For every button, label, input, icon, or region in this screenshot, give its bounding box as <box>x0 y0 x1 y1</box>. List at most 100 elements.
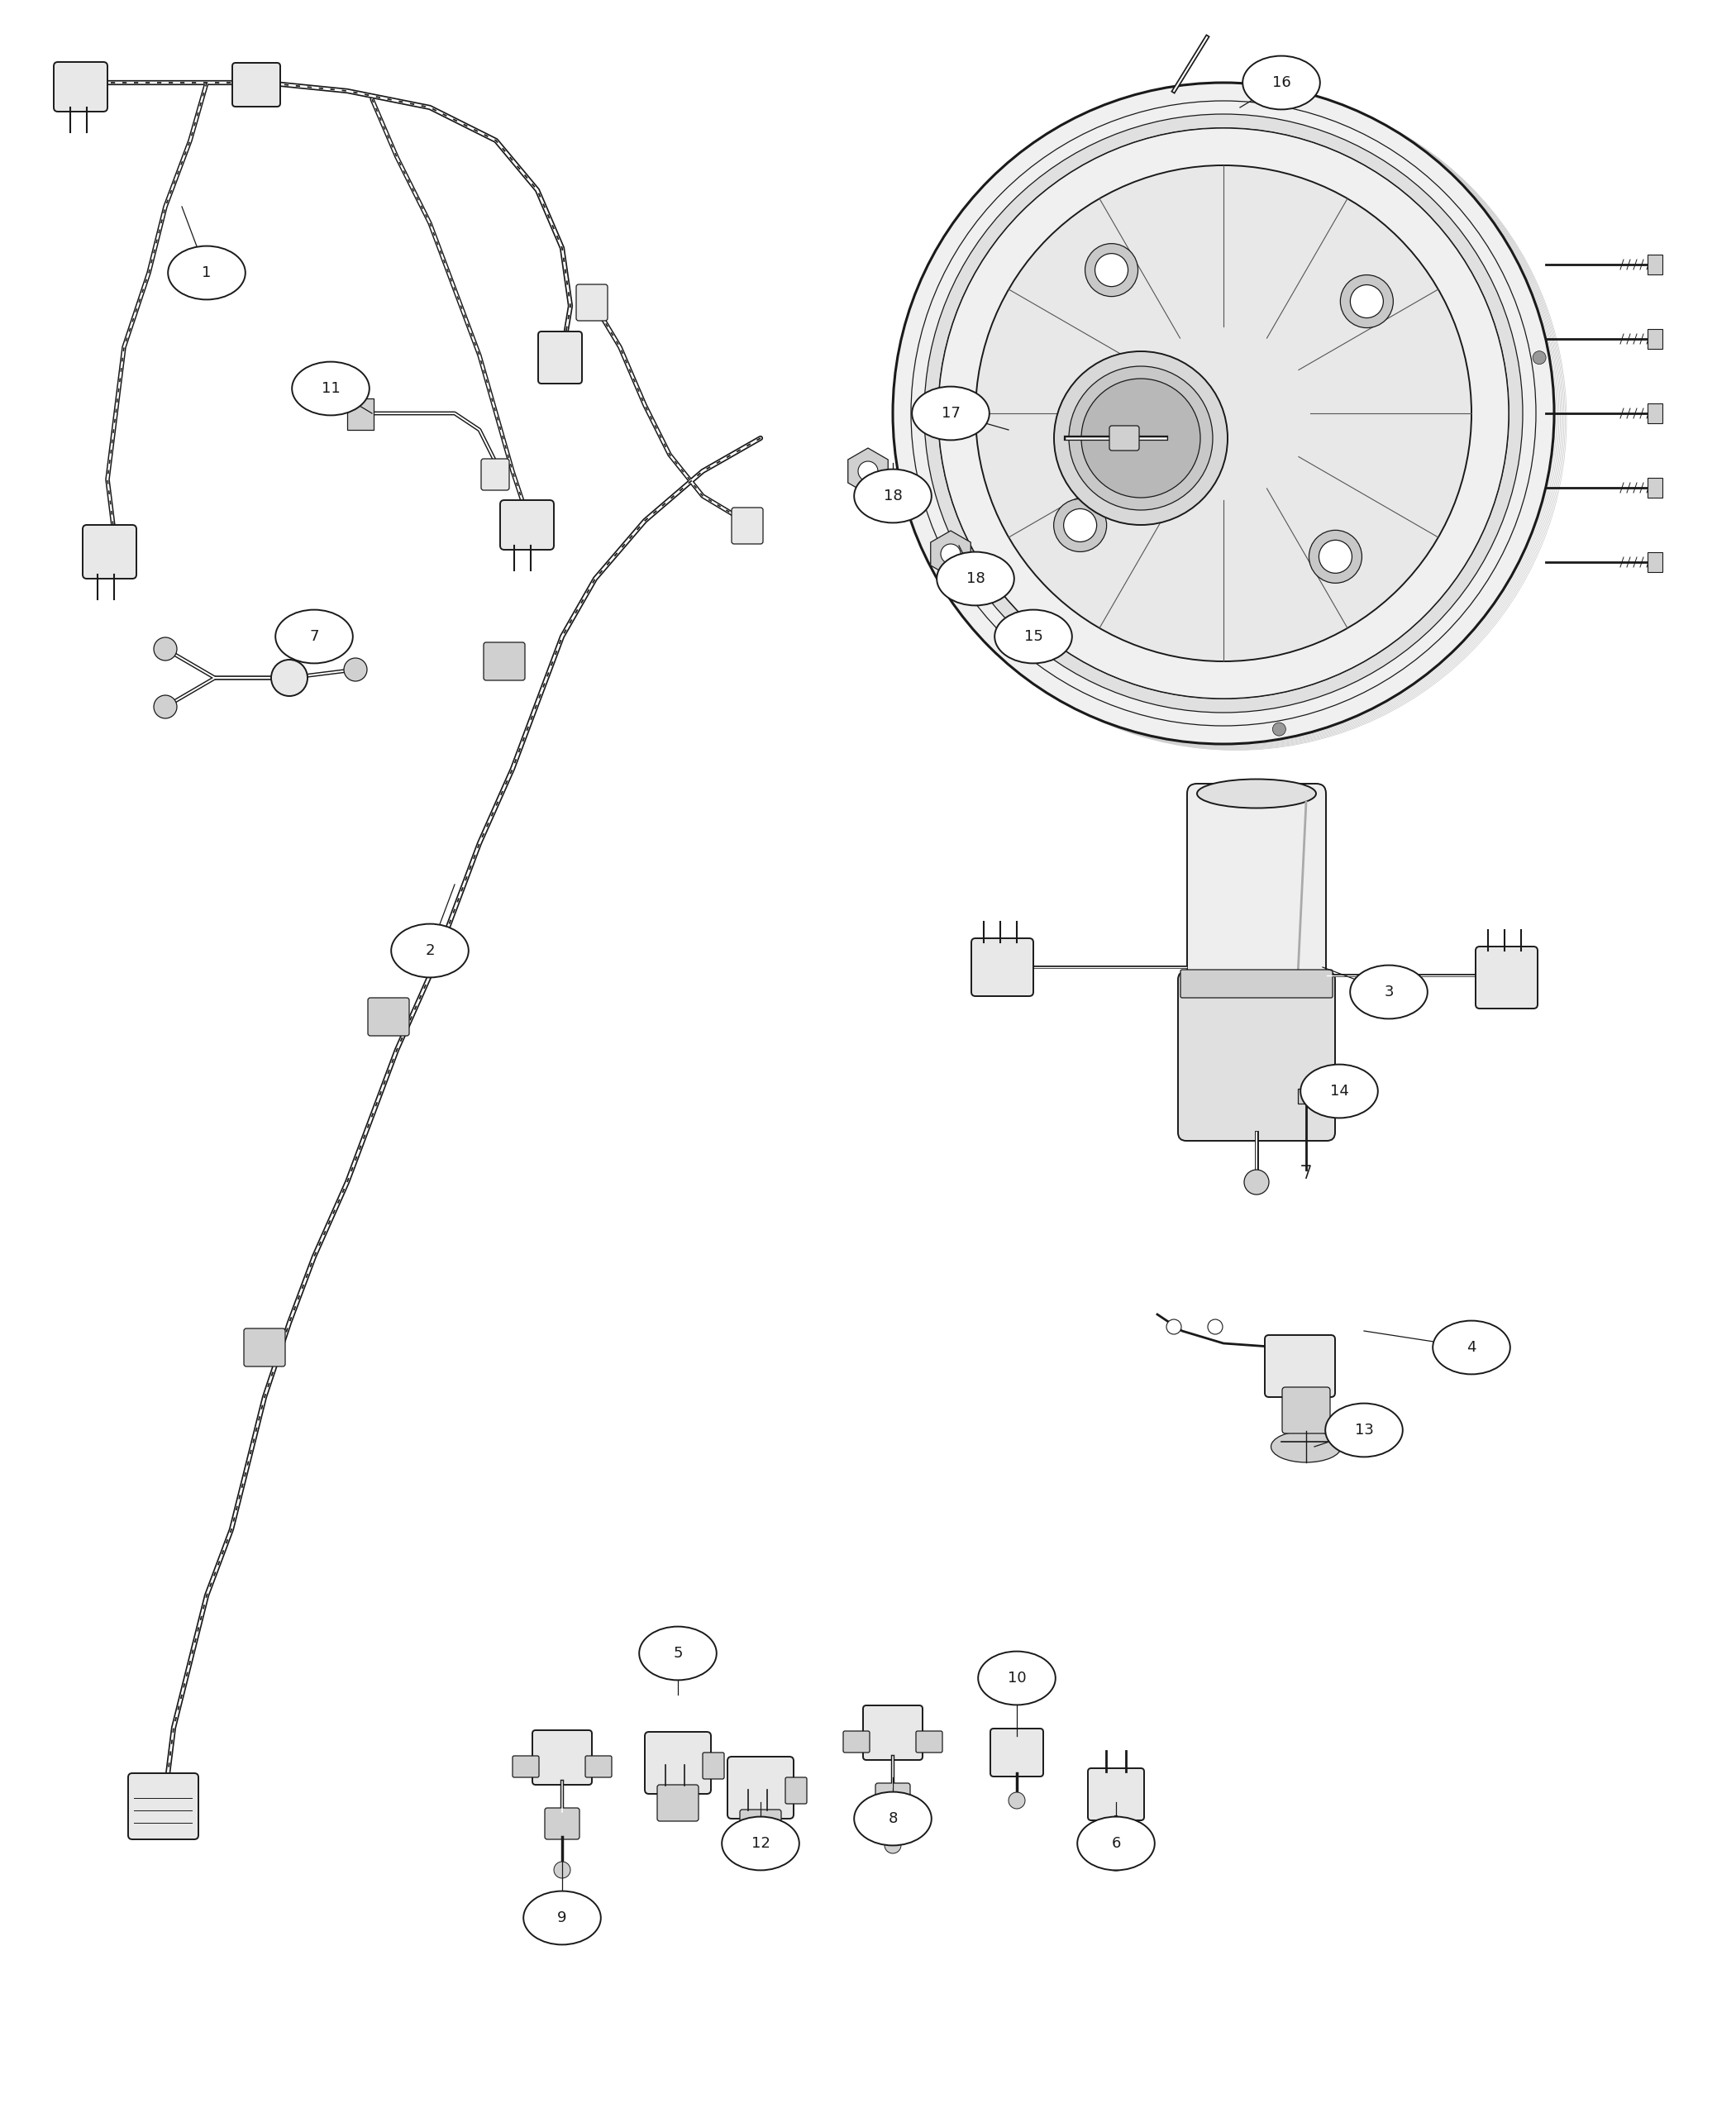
Ellipse shape <box>276 609 352 664</box>
FancyBboxPatch shape <box>785 1777 807 1804</box>
FancyBboxPatch shape <box>727 1756 793 1819</box>
Text: 16: 16 <box>1272 76 1292 91</box>
Ellipse shape <box>911 386 990 441</box>
FancyBboxPatch shape <box>1647 329 1663 348</box>
Ellipse shape <box>722 1817 799 1870</box>
Ellipse shape <box>524 1891 601 1946</box>
Circle shape <box>937 129 1509 698</box>
Text: 5: 5 <box>674 1646 682 1661</box>
Ellipse shape <box>977 1651 1055 1705</box>
Circle shape <box>941 544 960 563</box>
Circle shape <box>344 658 366 681</box>
FancyBboxPatch shape <box>545 1809 580 1840</box>
Circle shape <box>858 462 878 481</box>
FancyBboxPatch shape <box>1266 1334 1335 1398</box>
FancyBboxPatch shape <box>1179 972 1335 1140</box>
FancyBboxPatch shape <box>1088 1769 1144 1821</box>
Ellipse shape <box>995 609 1073 664</box>
Ellipse shape <box>1198 780 1316 807</box>
FancyBboxPatch shape <box>128 1773 198 1840</box>
FancyBboxPatch shape <box>368 997 410 1035</box>
Ellipse shape <box>1432 1322 1510 1374</box>
Circle shape <box>1272 723 1286 736</box>
FancyBboxPatch shape <box>512 1756 538 1777</box>
Text: 2: 2 <box>425 942 434 959</box>
Text: 9: 9 <box>557 1910 568 1925</box>
FancyBboxPatch shape <box>917 1731 943 1752</box>
FancyBboxPatch shape <box>533 1731 592 1785</box>
Text: 12: 12 <box>752 1836 771 1851</box>
Ellipse shape <box>639 1627 717 1680</box>
Ellipse shape <box>854 1792 932 1844</box>
Circle shape <box>1167 1320 1180 1334</box>
Text: 17: 17 <box>941 407 960 422</box>
Circle shape <box>976 164 1472 662</box>
FancyBboxPatch shape <box>1647 552 1663 571</box>
Ellipse shape <box>1104 1853 1128 1870</box>
FancyBboxPatch shape <box>972 938 1033 997</box>
FancyBboxPatch shape <box>347 398 373 430</box>
FancyBboxPatch shape <box>1299 1088 1314 1105</box>
FancyBboxPatch shape <box>481 460 509 491</box>
Polygon shape <box>930 531 970 578</box>
Circle shape <box>892 82 1554 744</box>
Circle shape <box>155 637 177 660</box>
Circle shape <box>1245 1170 1269 1195</box>
Text: 18: 18 <box>965 571 984 586</box>
FancyBboxPatch shape <box>1109 426 1139 451</box>
Ellipse shape <box>391 923 469 978</box>
Circle shape <box>1069 367 1213 510</box>
Text: 13: 13 <box>1354 1423 1373 1438</box>
Circle shape <box>1208 1320 1222 1334</box>
Ellipse shape <box>1351 965 1427 1018</box>
Text: 11: 11 <box>321 382 340 396</box>
Circle shape <box>271 660 307 696</box>
FancyBboxPatch shape <box>1647 479 1663 497</box>
Text: 8: 8 <box>889 1811 898 1826</box>
FancyBboxPatch shape <box>703 1752 724 1779</box>
FancyBboxPatch shape <box>731 508 764 544</box>
Ellipse shape <box>168 247 245 299</box>
Text: 10: 10 <box>1007 1672 1026 1686</box>
FancyBboxPatch shape <box>233 63 279 108</box>
Circle shape <box>1351 285 1384 318</box>
Ellipse shape <box>292 363 370 415</box>
Ellipse shape <box>854 470 932 523</box>
FancyBboxPatch shape <box>1476 946 1538 1008</box>
Circle shape <box>885 1836 901 1853</box>
Circle shape <box>155 696 177 719</box>
Text: 4: 4 <box>1467 1341 1476 1355</box>
Text: 1: 1 <box>201 266 212 280</box>
FancyBboxPatch shape <box>1187 784 1326 993</box>
Text: 3: 3 <box>1384 984 1394 999</box>
Text: 18: 18 <box>884 489 903 504</box>
Ellipse shape <box>1078 1817 1154 1870</box>
FancyBboxPatch shape <box>576 285 608 320</box>
Text: 14: 14 <box>1330 1084 1349 1098</box>
Ellipse shape <box>937 552 1014 605</box>
Circle shape <box>1064 508 1097 542</box>
FancyBboxPatch shape <box>658 1785 698 1821</box>
Polygon shape <box>847 449 889 495</box>
Circle shape <box>1082 379 1200 497</box>
Ellipse shape <box>1271 1431 1342 1463</box>
FancyBboxPatch shape <box>990 1729 1043 1777</box>
Ellipse shape <box>1243 57 1319 110</box>
FancyBboxPatch shape <box>1180 970 1333 997</box>
Circle shape <box>924 114 1522 713</box>
FancyBboxPatch shape <box>243 1328 285 1366</box>
Circle shape <box>1085 245 1139 297</box>
Circle shape <box>554 1861 571 1878</box>
FancyBboxPatch shape <box>54 61 108 112</box>
FancyBboxPatch shape <box>875 1783 910 1815</box>
Text: 6: 6 <box>1111 1836 1121 1851</box>
FancyBboxPatch shape <box>863 1705 922 1760</box>
Circle shape <box>1095 253 1128 287</box>
Circle shape <box>1340 274 1394 329</box>
FancyBboxPatch shape <box>740 1809 781 1847</box>
Circle shape <box>1533 352 1547 365</box>
Text: 7: 7 <box>309 628 319 643</box>
FancyBboxPatch shape <box>1647 255 1663 274</box>
Ellipse shape <box>1300 1065 1378 1117</box>
Circle shape <box>1309 531 1361 584</box>
